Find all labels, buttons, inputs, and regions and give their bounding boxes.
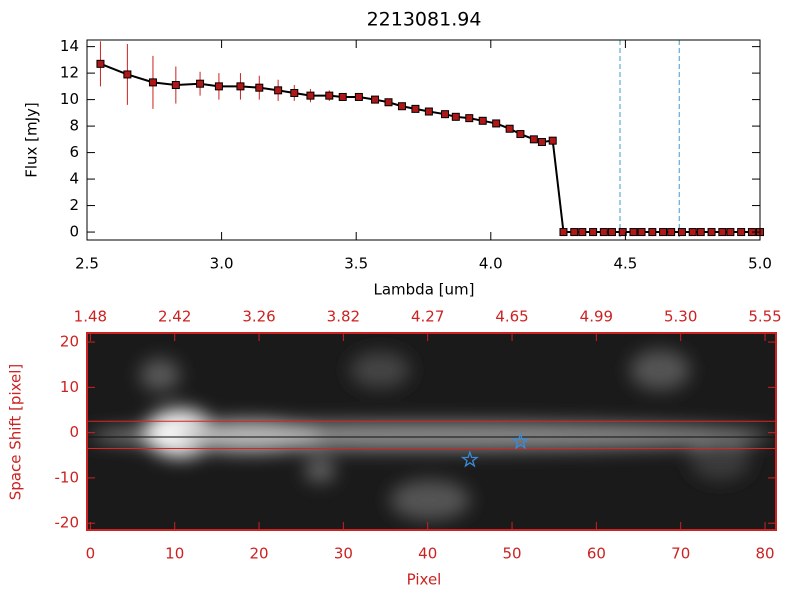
data-point: [492, 119, 501, 128]
data-point: [607, 228, 616, 237]
y-tick-label: -10: [55, 468, 80, 486]
y-tick-label: 12: [60, 64, 79, 82]
data-point: [123, 70, 132, 79]
data-point: [559, 228, 568, 237]
y-axis-label: Space Shift [pixel]: [7, 364, 25, 501]
x-tick-label: 40: [418, 545, 437, 563]
x-tick-label: 5.0: [748, 255, 772, 273]
x-tick-label: 70: [671, 545, 690, 563]
data-point: [290, 88, 299, 97]
data-point: [465, 114, 474, 123]
data-point: [325, 91, 334, 100]
data-point: [570, 228, 579, 237]
x-tick-label: 3.0: [210, 255, 234, 273]
data-point: [659, 228, 668, 237]
data-point: [578, 228, 587, 237]
data-point: [629, 228, 638, 237]
data-point: [696, 228, 705, 237]
x-tick-label: 4.0: [479, 255, 503, 273]
y-tick-label: 4: [69, 170, 79, 188]
data-point: [148, 78, 157, 87]
x2-tick-label: 1.48: [74, 308, 107, 326]
data-point: [648, 228, 657, 237]
data-point: [537, 137, 546, 146]
y-tick-label: 0: [69, 223, 79, 241]
plot-frame: [86, 39, 761, 241]
x-tick-label: 2.5: [75, 255, 99, 273]
data-point: [371, 95, 380, 104]
star-marker: [460, 450, 479, 468]
x-tick-label: 20: [249, 545, 268, 563]
data-point: [718, 228, 727, 237]
data-point: [637, 228, 646, 237]
data-point: [354, 92, 363, 101]
x-tick-label: 4.5: [613, 255, 637, 273]
data-point: [516, 130, 525, 139]
data-point: [707, 228, 716, 237]
x2-tick-label: 5.30: [664, 308, 697, 326]
chart-title: 2213081.94: [367, 9, 482, 31]
y-tick-label: 10: [60, 90, 79, 108]
data-point: [214, 82, 223, 91]
y-tick-label: 0: [69, 423, 79, 441]
spectral-image: [87, 333, 776, 530]
y-tick-label: 14: [60, 37, 79, 55]
x-tick-label: 60: [587, 545, 606, 563]
data-point: [411, 104, 420, 113]
y-tick-label: 10: [60, 378, 79, 396]
x-tick-label: 10: [165, 545, 184, 563]
data-point: [529, 135, 538, 144]
data-point: [424, 107, 433, 116]
data-point: [677, 228, 686, 237]
data-point: [236, 82, 245, 91]
data-point: [274, 86, 283, 95]
data-point: [548, 136, 557, 145]
x-tick-label: 0: [86, 545, 96, 563]
data-point: [338, 92, 347, 101]
data-point: [737, 228, 746, 237]
data-point: [255, 83, 264, 92]
data-point: [599, 228, 608, 237]
y-tick-label: 8: [69, 117, 79, 135]
data-point: [667, 228, 676, 237]
x-tick-label: 3.5: [344, 255, 368, 273]
data-point: [397, 102, 406, 111]
data-point: [306, 91, 315, 100]
x-tick-label: 50: [502, 545, 521, 563]
data-line: [100, 62, 760, 234]
data-point: [726, 228, 735, 237]
x2-tick-label: 3.26: [242, 308, 275, 326]
data-point: [384, 98, 393, 107]
x-tick-label: 30: [334, 545, 353, 563]
y-tick-label: 20: [60, 333, 79, 351]
data-point: [96, 59, 105, 68]
x-tick-label: 80: [755, 545, 774, 563]
x2-tick-label: 2.42: [158, 308, 191, 326]
x2-tick-label: 4.99: [580, 308, 613, 326]
data-point: [505, 124, 514, 133]
data-point: [589, 228, 598, 237]
y-tick-label: 6: [69, 143, 79, 161]
data-point: [688, 228, 697, 237]
y-tick-label: -20: [55, 514, 80, 532]
x2-tick-label: 5.55: [748, 308, 781, 326]
x2-tick-label: 3.82: [327, 308, 360, 326]
y-axis-label: Flux [mJy]: [23, 102, 41, 178]
x2-tick-label: 4.65: [495, 308, 528, 326]
data-point: [196, 79, 205, 88]
data-point: [618, 228, 627, 237]
x-axis-label: Pixel: [407, 571, 442, 589]
x2-tick-label: 4.27: [411, 308, 444, 326]
data-point: [441, 110, 450, 119]
x-axis-label: Lambda [um]: [374, 281, 475, 299]
star-marker: [511, 432, 530, 450]
data-point: [478, 116, 487, 125]
y-tick-label: 2: [69, 196, 79, 214]
data-point: [451, 112, 460, 121]
plot-frame: [86, 332, 777, 531]
data-point: [171, 81, 180, 90]
